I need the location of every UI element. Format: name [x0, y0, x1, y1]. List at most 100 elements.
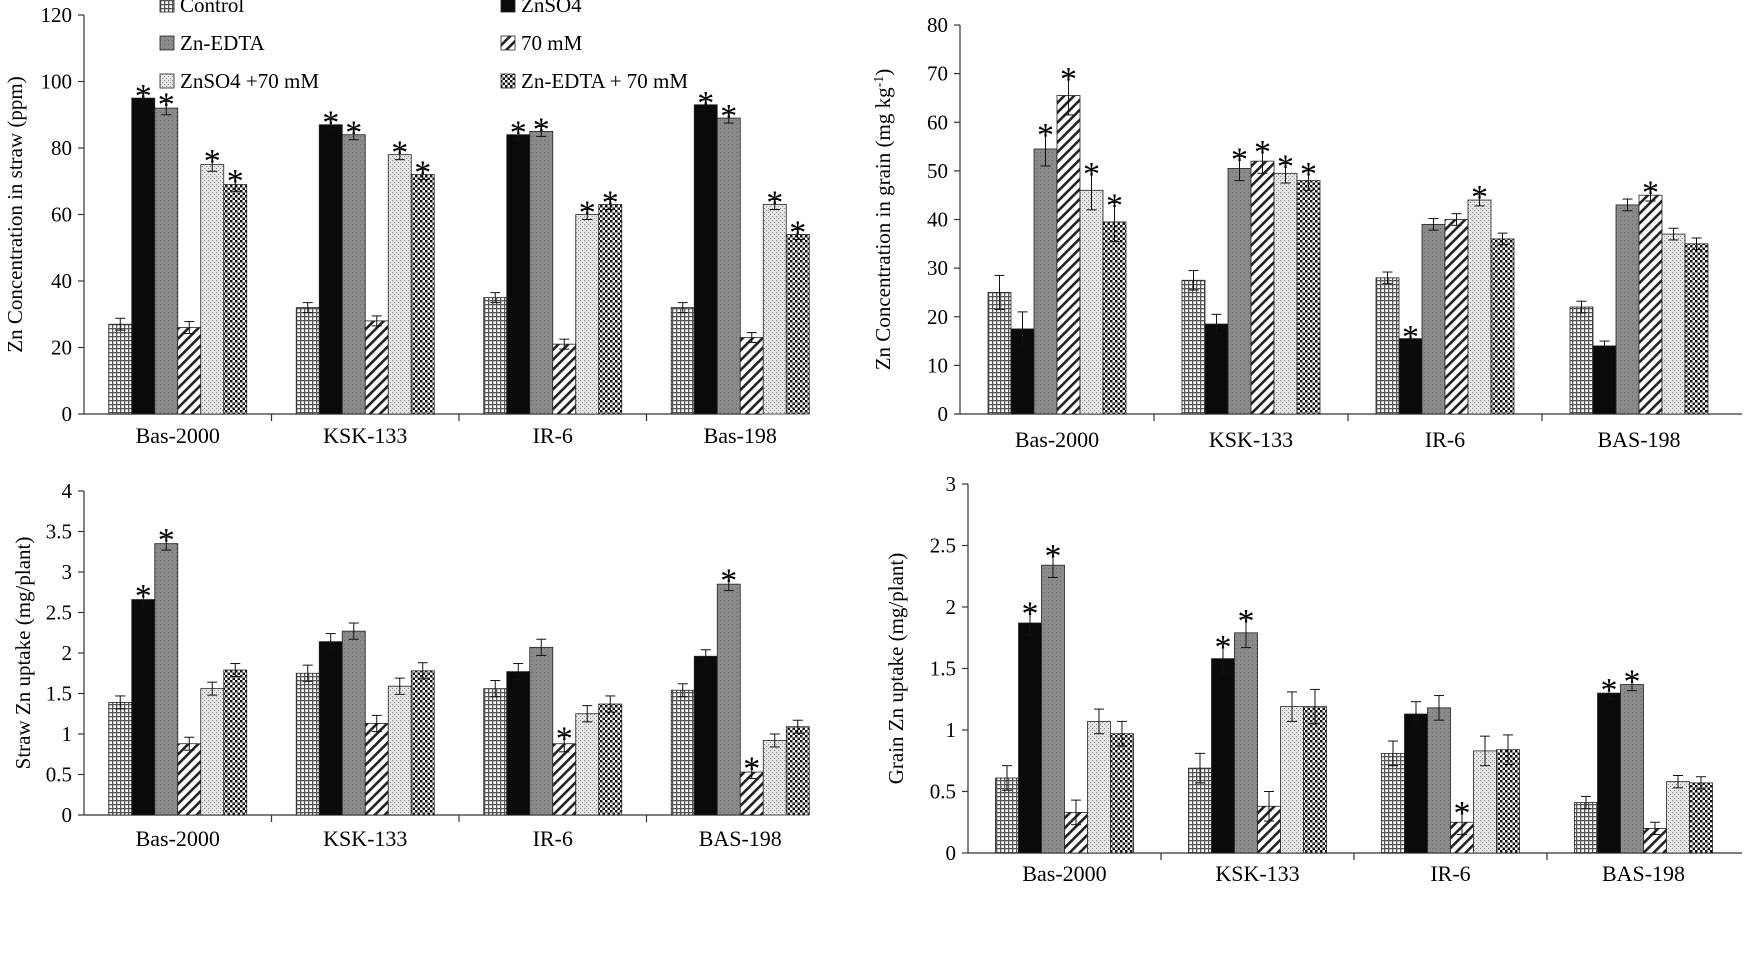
bar [154, 543, 179, 816]
significance-star: * [720, 563, 737, 600]
y-tick-label: 80 [51, 136, 72, 160]
y-tick-label: 30 [927, 256, 948, 280]
bar [1273, 172, 1298, 415]
y-tick-label: 20 [927, 305, 948, 329]
legend-label: Zn-EDTA [180, 31, 265, 55]
y-tick-label: 0.5 [46, 763, 72, 787]
significance-star: * [345, 115, 362, 152]
legend-label: 70 mM [521, 31, 583, 55]
legend-swatch [500, 73, 516, 89]
bar [716, 117, 741, 415]
x-tick-label: Bas-2000 [1022, 861, 1106, 886]
y-axis-label-end: ) [871, 69, 895, 76]
significance-star: * [1471, 179, 1488, 216]
y-tick-label: 0.5 [930, 780, 956, 804]
significance-star: * [1060, 61, 1077, 98]
bar [506, 671, 531, 816]
bar [295, 672, 320, 816]
legend-label: Zn-EDTA + 70 mM [521, 69, 688, 93]
bar [410, 174, 435, 415]
significance-star: * [135, 578, 152, 615]
significance-star: * [556, 721, 573, 758]
bar [1689, 782, 1713, 854]
significance-star: * [697, 85, 714, 122]
significance-star: * [1231, 141, 1248, 178]
x-tick-label: IR-6 [533, 826, 573, 851]
bar [177, 743, 202, 816]
bar [1296, 180, 1321, 415]
y-axis-label: Straw Zn uptake (mg/plant) [11, 537, 35, 770]
significance-star: * [1642, 174, 1659, 211]
bar [1087, 720, 1111, 854]
y-tick-label: 1.5 [46, 682, 72, 706]
bar [670, 307, 695, 415]
legend-swatch [500, 35, 516, 51]
significance-star: * [766, 185, 783, 222]
bar [131, 97, 156, 415]
significance-star: * [1106, 187, 1123, 224]
significance-star: * [1300, 156, 1317, 193]
bar [1666, 781, 1690, 854]
bar [364, 723, 389, 816]
x-tick-label: KSK-133 [323, 826, 407, 851]
bar [739, 337, 764, 415]
significance-star: * [602, 185, 619, 222]
y-tick-label: 100 [41, 70, 73, 94]
x-tick-label: IR-6 [533, 423, 573, 448]
significance-star: * [135, 78, 152, 115]
y-tick-label: 3 [946, 472, 957, 496]
bar [693, 104, 718, 415]
bar [598, 703, 623, 816]
x-tick-label: KSK-133 [323, 423, 407, 448]
bar [670, 689, 695, 816]
y-tick-label: 1 [946, 718, 957, 742]
bar [1615, 204, 1640, 415]
bar [716, 583, 741, 816]
x-tick-label: KSK-133 [1215, 861, 1299, 886]
y-axis-label: Grain Zn uptake (mg/plant) [884, 553, 908, 785]
y-tick-label: 3.5 [46, 520, 72, 544]
y-tick-label: 20 [51, 336, 72, 360]
bar [1620, 684, 1644, 854]
significance-star: * [227, 163, 244, 200]
legend-label: ZnSO4 [521, 0, 582, 17]
y-tick-label: 70 [927, 62, 948, 86]
bar [529, 130, 554, 415]
chart-grain-uptake: 0 0.5 1 1.5 2 2.5 3 Grain Zn uptake (mg/plant) *… [884, 472, 1742, 886]
bar [575, 713, 600, 816]
x-tick-label: Bas-198 [704, 423, 777, 448]
y-tick-label: 2.5 [46, 601, 72, 625]
significance-star: * [1037, 117, 1054, 154]
y-tick-label: 3 [62, 560, 73, 584]
significance-star: * [322, 105, 339, 142]
significance-star: * [1624, 663, 1641, 700]
y-axis-label: Zn Concentration in grain (mg kg-1) [871, 69, 895, 371]
significance-star: * [1402, 319, 1419, 356]
significance-star: * [533, 111, 550, 148]
bar [598, 204, 623, 415]
bar [575, 214, 600, 415]
legend-swatch [500, 0, 516, 13]
bar [387, 685, 412, 816]
significance-star: * [1215, 629, 1232, 666]
significance-star: * [391, 135, 408, 172]
bar [1490, 238, 1515, 415]
legend-swatch [159, 73, 175, 89]
bar [1404, 713, 1428, 854]
significance-star: * [1277, 149, 1294, 186]
significance-star: * [1022, 596, 1039, 633]
bar [410, 670, 435, 816]
legend: Control ZnSO4 Zn-EDTA 70 mM ZnSO4 +70 mM Zn-E… [159, 0, 688, 93]
x-tick-label: Bas-2000 [1015, 427, 1099, 452]
significance-star: * [1601, 672, 1618, 709]
bar [762, 204, 787, 415]
legend-swatch [159, 0, 175, 13]
bar [785, 234, 810, 415]
bar [108, 323, 133, 415]
x-tick-label: IR-6 [1430, 861, 1470, 886]
bar [1110, 733, 1134, 854]
x-tick-label: BAS-198 [1602, 861, 1685, 886]
bar [483, 688, 508, 816]
y-tick-label: 2 [62, 641, 73, 665]
